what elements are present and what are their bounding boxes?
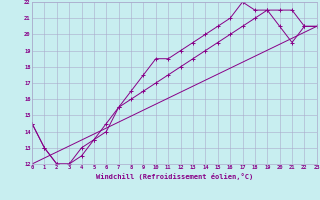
X-axis label: Windchill (Refroidissement éolien,°C): Windchill (Refroidissement éolien,°C) (96, 173, 253, 180)
